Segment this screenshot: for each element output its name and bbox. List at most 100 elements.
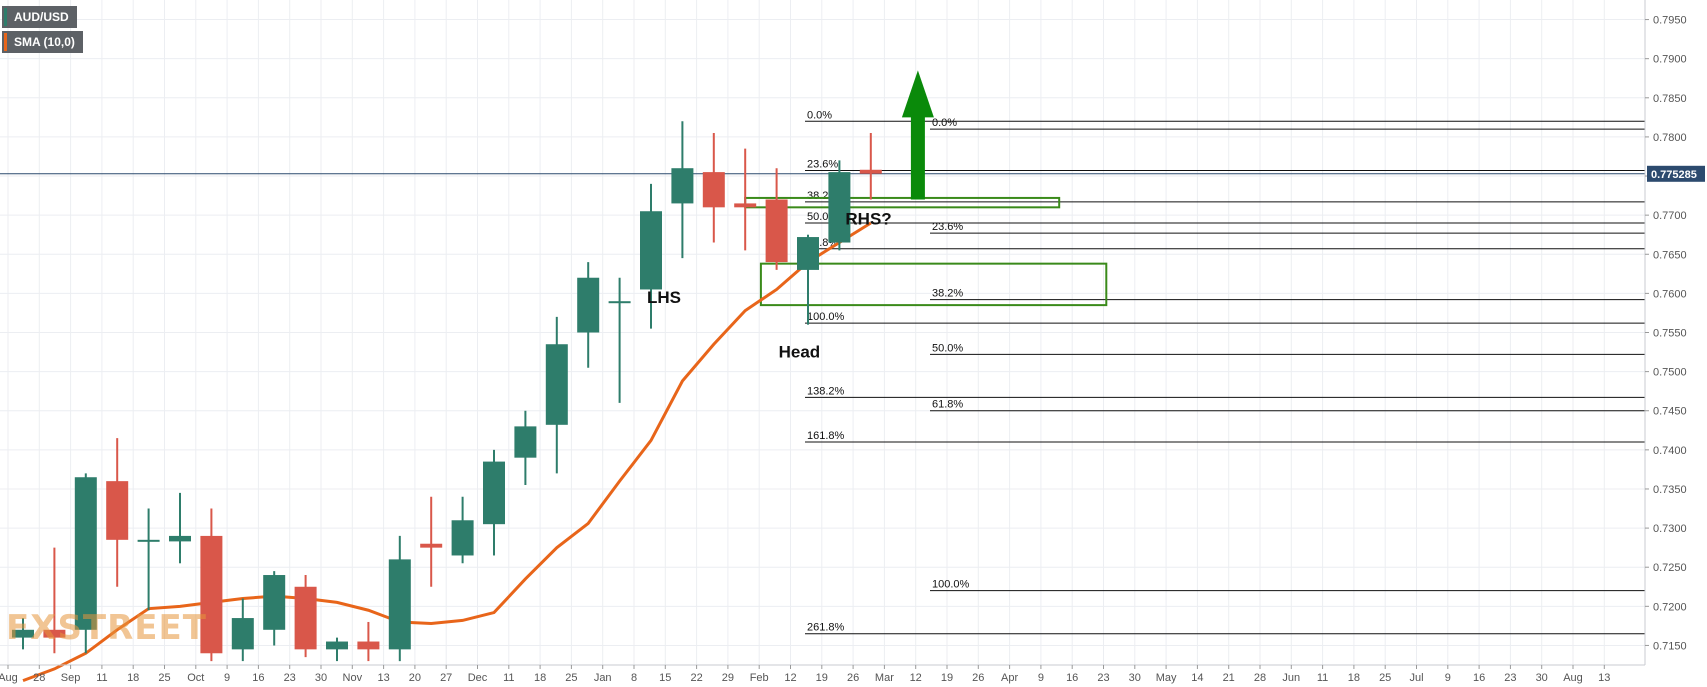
x-tick-label: 13 <box>1598 672 1610 684</box>
fib-level-label: 23.6% <box>807 159 838 171</box>
x-tick-label: Sep <box>61 672 81 684</box>
fib-level-label: 100.0% <box>932 579 970 591</box>
fib-level-label: 261.8% <box>807 622 845 634</box>
x-tick-label: 18 <box>1348 672 1360 684</box>
x-tick-label: 28 <box>1254 672 1266 684</box>
indicator-label: SMA (10,0) <box>14 35 75 49</box>
y-tick-label: 0.7200 <box>1653 601 1687 613</box>
sma-line <box>22 221 872 683</box>
x-tick-label: 23 <box>284 672 296 684</box>
watermark-logo: FXSTREET <box>6 608 207 648</box>
x-tick-label: 26 <box>847 672 859 684</box>
candle-body <box>200 535 223 654</box>
candle-body <box>451 520 474 556</box>
x-tick-label: 20 <box>409 672 421 684</box>
x-tick-label: 23 <box>1504 672 1516 684</box>
x-tick-label: May <box>1156 672 1177 684</box>
y-axis-panel <box>1645 0 1707 687</box>
x-tick-label: 18 <box>534 672 546 684</box>
y-tick-label: 0.7550 <box>1653 328 1687 340</box>
y-tick-label: 0.7950 <box>1653 15 1687 27</box>
x-tick-label: 12 <box>910 672 922 684</box>
candle-body <box>640 211 662 290</box>
candle-body <box>859 169 882 174</box>
x-tick-label: 12 <box>784 672 796 684</box>
y-tick-label: 0.7150 <box>1653 640 1687 652</box>
fibonacci-levels: 0.0% 23.6% 38.2% 50.0% 61.8% 100.0% 138.2% 161.… <box>805 109 1645 635</box>
x-tick-label: 27 <box>440 672 452 684</box>
candle-body <box>326 641 348 650</box>
x-tick-label: Jun <box>1282 672 1300 684</box>
x-tick-label: 23 <box>1097 672 1109 684</box>
y-tick-label: 0.7600 <box>1653 288 1687 300</box>
rhs-label: RHS? <box>845 210 891 229</box>
x-tick-label: 22 <box>690 672 702 684</box>
x-tick-label: Dec <box>468 672 488 684</box>
symbol-legend[interactable]: AUD/USD <box>2 6 77 28</box>
x-tick-label: 25 <box>565 672 577 684</box>
y-tick-label: 0.7400 <box>1653 445 1687 457</box>
candle-body <box>169 535 191 542</box>
x-tick-label: Oct <box>187 672 204 684</box>
arrow-shaft <box>910 115 925 200</box>
candle-body <box>357 641 380 650</box>
fib-level-label: 61.8% <box>932 399 963 411</box>
x-tick-label: 11 <box>1317 672 1328 684</box>
x-tick-label: 29 <box>722 672 734 684</box>
x-tick-label: 16 <box>252 672 264 684</box>
pattern-annotations: LHS Head RHS? <box>647 210 892 362</box>
y-tick-label: 0.7300 <box>1653 523 1687 535</box>
x-tick-label: 11 <box>96 672 107 684</box>
fib-level-label: 100.0% <box>807 311 845 323</box>
indicator-color-marker <box>4 33 7 51</box>
candles <box>12 121 882 662</box>
candle-body <box>734 203 757 208</box>
candle-body <box>514 426 537 458</box>
candle-body <box>106 481 129 540</box>
y-tick-label: 0.7250 <box>1653 562 1687 574</box>
fib-level-label: 0.0% <box>807 109 832 121</box>
current-price-tag <box>1647 165 1705 182</box>
candle-body <box>388 559 411 650</box>
x-tick-label: 30 <box>1536 672 1548 684</box>
x-tick-label: 25 <box>158 672 170 684</box>
candle-body <box>263 575 286 630</box>
y-tick-label: 0.7450 <box>1653 406 1687 418</box>
x-tick-label: 13 <box>377 672 389 684</box>
candle-body <box>671 168 694 204</box>
candle-body <box>74 477 97 630</box>
indicator-legend[interactable]: SMA (10,0) <box>2 31 83 53</box>
x-tick-label: Nov <box>343 672 363 684</box>
x-tick-label: 25 <box>1379 672 1391 684</box>
fib-level-label: 0.0% <box>932 117 957 129</box>
support-box <box>744 196 1061 209</box>
x-tick-label: Feb <box>750 672 769 684</box>
fib-level-label: 23.6% <box>932 221 963 233</box>
candle-body <box>483 461 505 525</box>
candle-body <box>231 618 254 650</box>
x-tick-label: Jan <box>594 672 612 684</box>
fib-level-label: 38.2% <box>932 288 963 300</box>
y-tick-label: 0.7700 <box>1653 210 1687 222</box>
current-price-label: 0.775285 <box>1651 169 1697 181</box>
y-tick-label: 0.7900 <box>1653 54 1687 66</box>
x-tick-label: Apr <box>1001 672 1018 684</box>
candle-body <box>43 629 66 638</box>
x-tick-label: 11 <box>503 672 514 684</box>
x-tick-label: 16 <box>1066 672 1078 684</box>
candle-body <box>12 629 34 638</box>
grid <box>0 0 1645 665</box>
x-tick-label: 16 <box>1473 672 1485 684</box>
x-tick-label: 9 <box>1038 672 1044 684</box>
fib-level-label: 161.8% <box>807 430 845 442</box>
y-tick-label: 0.7350 <box>1653 484 1687 496</box>
x-tick-label: 18 <box>127 672 139 684</box>
fib-level-label: 138.2% <box>807 385 845 397</box>
x-tick-label: 21 <box>1223 672 1235 684</box>
fib-level-label: 50.0% <box>932 342 963 354</box>
candle-body <box>545 344 568 425</box>
up-arrow <box>901 70 934 200</box>
arrow-head <box>901 70 934 118</box>
